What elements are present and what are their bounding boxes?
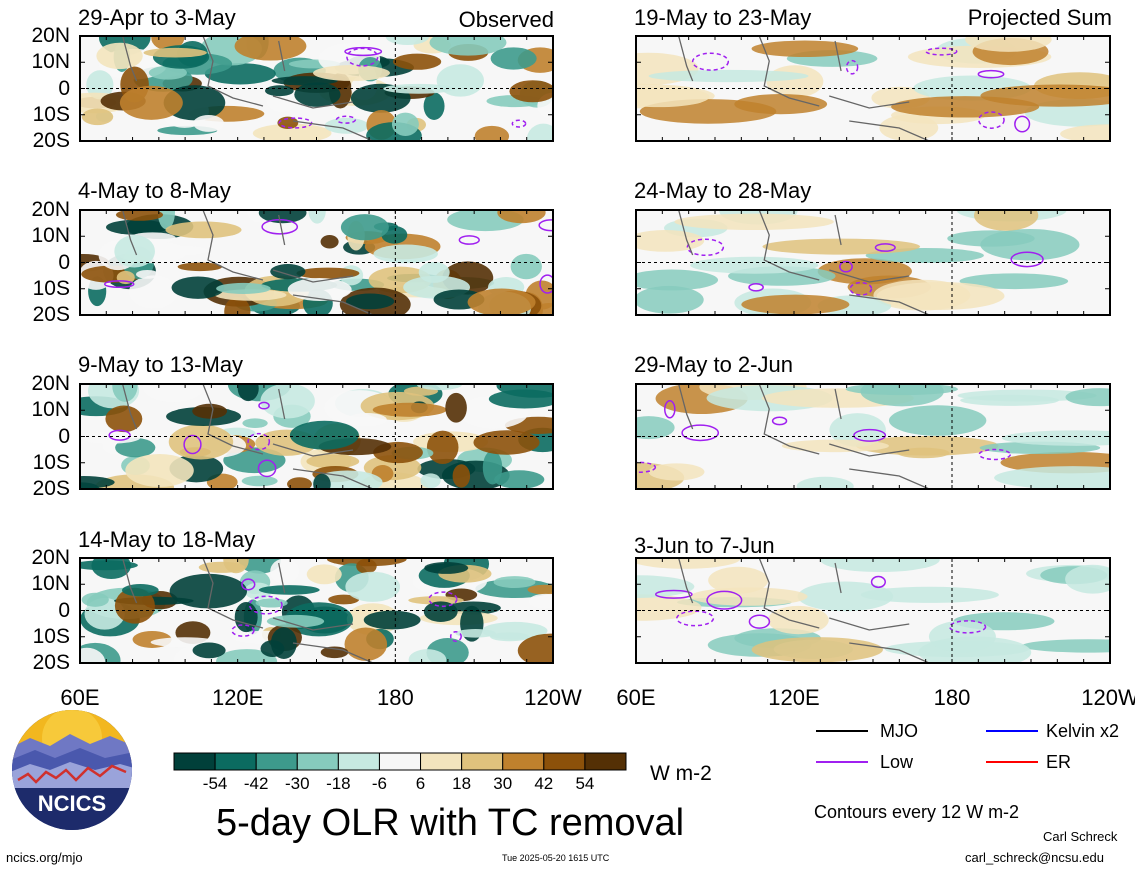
colorbar-tick-label: 54 — [575, 774, 595, 793]
longitude-label: 120E — [768, 685, 820, 710]
latitude-label: 20N — [31, 372, 70, 395]
latitude-label: 10S — [32, 276, 70, 300]
latitude-label: 10S — [32, 102, 70, 126]
legend-kelvin: Kelvin x2 — [1046, 721, 1120, 741]
colorbar-tick-label: -18 — [326, 774, 351, 793]
colorbar-swatch — [296, 752, 339, 771]
latitude-label: 10S — [32, 624, 70, 648]
longitude-label: 60E — [60, 685, 100, 710]
colorbar-swatch — [584, 752, 627, 771]
panel-date-range: 29-Apr to 3-May — [78, 5, 236, 30]
olr-anomaly-map — [635, 557, 1111, 664]
projected-sum-label: Projected Sum — [967, 5, 1112, 30]
colorbar-tick-label: 30 — [493, 774, 513, 793]
author-name: Carl Schreck — [1043, 829, 1118, 844]
panel-date-range: 24-May to 28-May — [634, 178, 812, 203]
colorbar-swatch — [420, 752, 463, 771]
latitude-label: 20N — [31, 546, 70, 569]
footer-timestamp: Tue 2025-05-20 1615 UTC — [502, 853, 610, 863]
latitude-label: 20S — [32, 651, 70, 674]
logo-text: NCICS — [38, 791, 106, 816]
latitude-label: 20N — [31, 24, 70, 47]
colorbar-tick-label: 6 — [415, 774, 426, 793]
olr-anomaly-map — [79, 383, 554, 490]
colorbar-swatch — [173, 752, 216, 771]
panel-date-range: 14-May to 18-May — [78, 527, 256, 552]
footer-url: ncics.org/mjo — [6, 850, 83, 865]
colorbar — [173, 752, 627, 771]
legend-mjo: MJO — [880, 721, 918, 741]
olr-anomaly-map — [635, 209, 1111, 316]
latitude-label: 10N — [31, 50, 70, 74]
longitude-label: 60E — [616, 685, 656, 710]
olr-anomaly-map — [79, 209, 554, 316]
olr-anomaly-map — [635, 35, 1111, 142]
colorbar-swatch — [337, 752, 380, 771]
panel-date-range: 4-May to 8-May — [78, 178, 231, 203]
legend-low: Low — [880, 752, 914, 772]
colorbar-tick-label: -30 — [284, 774, 310, 793]
colorbar-units: W m-2 — [650, 762, 712, 785]
observed-label: Observed — [458, 7, 554, 32]
longitude-label: 180 — [933, 685, 971, 710]
olr-anomaly-map — [635, 383, 1111, 490]
author-email: carl_schreck@ncsu.edu — [965, 850, 1104, 865]
colorbar-swatch — [255, 752, 298, 771]
panel-date-range: 19-May to 23-May — [634, 5, 812, 30]
latitude-label: 20N — [31, 198, 70, 221]
colorbar-swatch — [461, 752, 504, 771]
latitude-label: 0 — [58, 598, 70, 622]
colorbar-tick-label: -6 — [371, 774, 388, 793]
latitude-label: 10S — [32, 450, 70, 474]
longitude-label: 120W — [524, 685, 582, 710]
longitude-label: 180 — [376, 685, 414, 710]
latitude-label: 20S — [32, 129, 70, 152]
latitude-label: 0 — [58, 76, 70, 100]
colorbar-tick-label: 42 — [534, 774, 554, 793]
longitude-label: 120E — [211, 685, 264, 710]
latitude-label: 10N — [31, 224, 70, 248]
panel-date-range: 9-May to 13-May — [78, 352, 244, 377]
colorbar-swatch — [502, 752, 545, 771]
latitude-label: 10N — [31, 572, 70, 596]
colorbar-swatch — [378, 752, 422, 771]
olr-map-grid — [79, 35, 1111, 664]
main-title: 5-day OLR with TC removal — [216, 802, 685, 844]
latitude-label: 0 — [58, 250, 70, 274]
olr-anomaly-map — [79, 557, 554, 664]
panel-date-range: 3-Jun to 7-Jun — [634, 533, 775, 558]
legend-er: ER — [1046, 752, 1072, 772]
colorbar-tick-label: 18 — [452, 774, 472, 793]
olr-anomaly-map — [79, 35, 554, 142]
panel-date-range: 29-May to 2-Jun — [634, 352, 793, 377]
latitude-label: 20S — [32, 303, 70, 326]
colorbar-swatch — [543, 752, 586, 771]
colorbar-tick-label: -54 — [202, 774, 228, 793]
longitude-label: 120W — [1081, 685, 1135, 710]
ncics-logo: NCICS — [10, 708, 134, 832]
latitude-label: 0 — [58, 424, 70, 448]
latitude-label: 20S — [32, 477, 70, 500]
latitude-label: 10N — [31, 398, 70, 422]
colorbar-swatch — [214, 752, 257, 771]
colorbar-tick-label: -42 — [243, 774, 269, 793]
contours-note: Contours every 12 W m-2 — [814, 802, 1020, 822]
